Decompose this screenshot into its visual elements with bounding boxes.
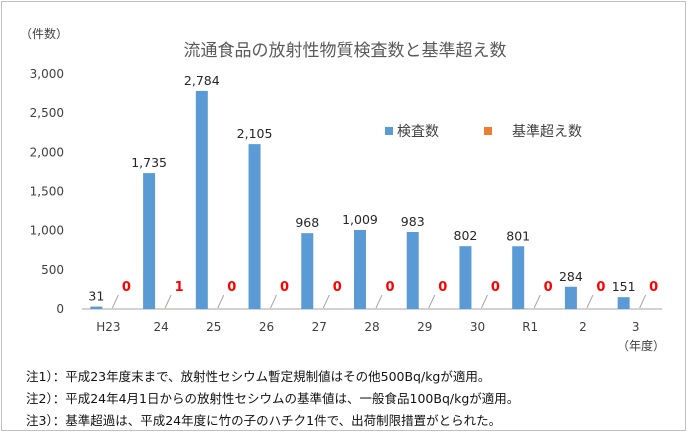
x-tick-label: 26 [259, 320, 274, 334]
bar-inspections [90, 306, 103, 309]
data-label-exceedances: 0 [649, 280, 658, 295]
leader-line [481, 294, 488, 309]
data-label-inspections: 1,735 [131, 155, 167, 170]
data-label-inspections: 2,784 [184, 73, 220, 88]
footnote-3: 注3）：基準超過は、平成24年度に竹の子のハチク1件で、出荷制限措置がとられた。 [26, 410, 519, 432]
data-label-exceedances: 0 [438, 280, 447, 295]
y-tick-label: 1,500 [30, 185, 64, 199]
data-label-exceedances: 0 [333, 280, 342, 295]
legend-label-exceedances: 基準超え数 [512, 123, 582, 140]
footnotes: 注1）：平成23年度末まで、放射性セシウム暫定規制値はその他500Bq/kgが適… [26, 366, 519, 432]
legend-swatch-exceedances [484, 127, 492, 135]
leader-line [217, 294, 225, 309]
legend: 検査数 基準超え数 [385, 123, 582, 140]
data-label-exceedances: 0 [122, 280, 131, 295]
x-tick-label: 30 [470, 320, 485, 334]
leader-line [533, 294, 541, 309]
bar-inspections [512, 246, 525, 309]
bar-inspections [354, 229, 366, 309]
footnote-3-text: ：基準超過は、平成24年度に竹の子のハチク1件で、出荷制限措置がとられた。 [52, 413, 502, 428]
y-tick-label: 2,000 [30, 145, 64, 159]
bar-chart: 流通食品の放射性物質検査数と基準超え数 （件数） （年度） 0 500 1,000 1… [20, 26, 665, 353]
x-axis: H23 24 25 26 27 28 29 30 R1 2 3 [82, 308, 662, 334]
x-axis-unit: （年度） [617, 338, 665, 353]
data-label-exceedances: 0 [596, 280, 605, 295]
bar-inspections [143, 173, 156, 309]
x-tick-label: 2 [579, 320, 587, 334]
y-tick-label: 1,000 [30, 224, 64, 238]
data-label-exceedances: 0 [227, 280, 236, 295]
bar-inspections [617, 297, 630, 309]
footnote-1-text: ：平成23年度末まで、放射性セシウム暫定規制値はその他500Bq/kgが適用。 [52, 369, 491, 384]
data-label-inspections: 2,105 [237, 126, 273, 141]
leader-line [428, 294, 436, 309]
data-label-inspections: 1,009 [342, 212, 378, 227]
bar-inspections [564, 286, 577, 309]
y-tick-label: 2,500 [30, 106, 64, 120]
data-label-exceedances: 0 [385, 280, 394, 295]
leader-line [639, 294, 647, 309]
y-tick-label: 0 [56, 302, 64, 316]
footnote-2: 注2）：平成24年4月1日からの放射性セシウムの基準値は、一般食品100Bq/k… [26, 388, 519, 410]
legend-label-inspections: 検査数 [397, 124, 439, 140]
bar-inspections [195, 90, 208, 309]
bar-inspections [301, 233, 314, 309]
data-label-exceedances: 0 [544, 280, 553, 295]
bar-inspections [406, 231, 419, 309]
x-tick-label: H23 [96, 320, 120, 334]
leader-line [111, 294, 119, 309]
bar-inspections [459, 246, 472, 309]
data-label-exceedances: 0 [280, 280, 289, 295]
footnote-1-label: 注1） [26, 369, 53, 384]
x-tick-label: R1 [522, 320, 538, 334]
data-label-inspections: 802 [454, 228, 478, 243]
data-label-inspections: 284 [559, 269, 583, 284]
legend-swatch-inspections [385, 127, 393, 135]
data-label-exceedances: 1 [175, 280, 184, 295]
x-tick-label: 25 [206, 320, 221, 334]
leader-line [270, 294, 277, 309]
footnote-2-label: 注2） [26, 391, 53, 406]
data-label-inspections: 801 [506, 228, 530, 243]
y-tick-label: 3,000 [30, 67, 64, 81]
leader-line [375, 294, 383, 309]
data-labels-group: 31 0 1,735 1 2,784 0 2,105 0 968 0 1,009 0 983 0 802 0 8… [88, 73, 658, 309]
data-label-exceedances: 0 [491, 280, 500, 295]
y-tick-label: 500 [41, 263, 64, 277]
data-label-inspections: 968 [295, 215, 319, 230]
data-label-inspections: 151 [612, 279, 636, 294]
x-tick-label: 29 [417, 320, 432, 334]
x-tick-label: 27 [312, 320, 327, 334]
chart-title: 流通食品の放射性物質検査数と基準超え数 [184, 41, 507, 61]
y-axis-unit: （件数） [20, 26, 68, 41]
footnote-1: 注1）：平成23年度末まで、放射性セシウム暫定規制値はその他500Bq/kgが適… [26, 366, 519, 388]
bars-group [90, 90, 630, 309]
x-tick-label: 28 [364, 320, 379, 334]
footnote-3-label: 注3） [26, 413, 53, 428]
leader-line [164, 294, 172, 309]
leader-line [586, 294, 594, 309]
x-tick-label: 3 [632, 320, 640, 334]
footnote-2-text: ：平成24年4月1日からの放射性セシウムの基準値は、一般食品100Bq/kgが適… [52, 391, 520, 406]
bar-inspections [248, 144, 261, 309]
data-label-inspections: 31 [88, 289, 104, 304]
leader-line [322, 294, 330, 309]
y-axis: 0 500 1,000 1,500 2,000 2,500 3,000 [30, 67, 64, 316]
x-tick-label: 24 [153, 320, 168, 334]
data-label-inspections: 983 [401, 214, 425, 229]
